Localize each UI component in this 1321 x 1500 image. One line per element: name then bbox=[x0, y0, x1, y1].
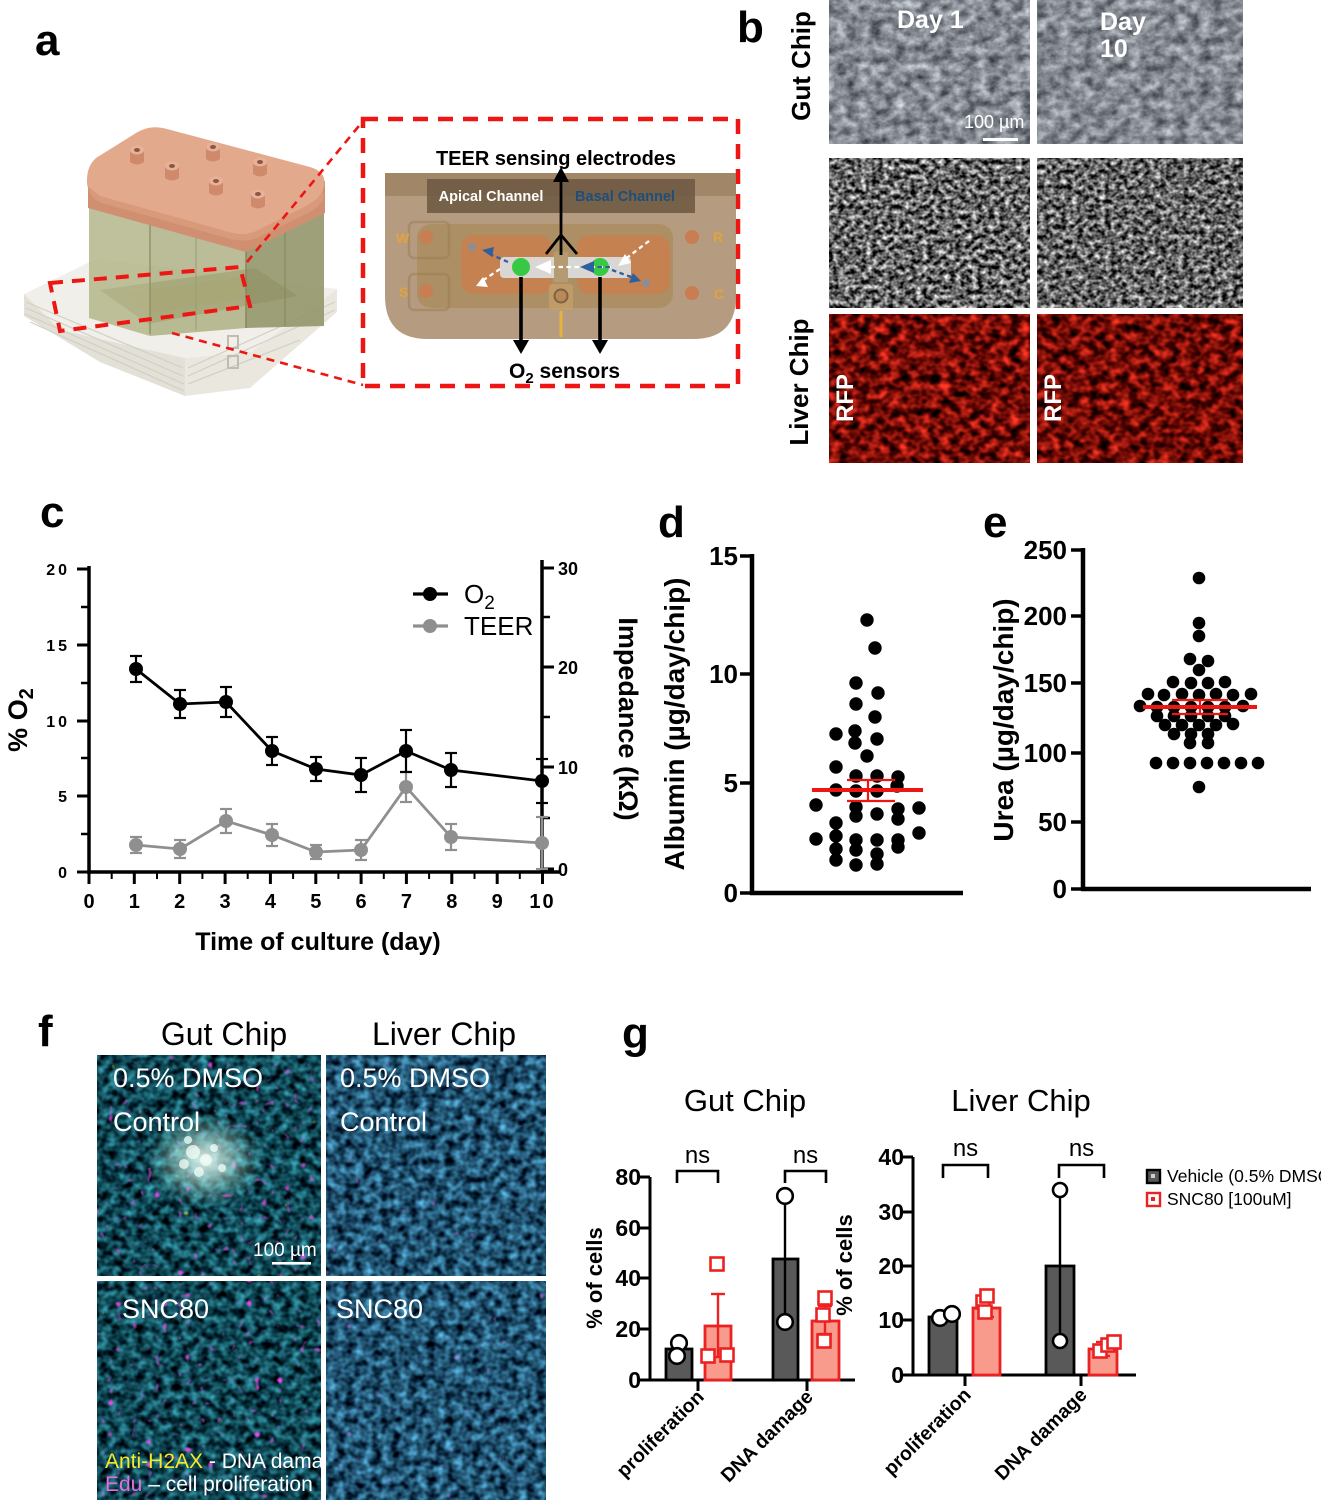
svg-text:% of cells: % of cells bbox=[582, 1227, 607, 1328]
svg-text:W: W bbox=[396, 230, 410, 246]
svg-text:Liver Chip: Liver Chip bbox=[784, 318, 814, 445]
svg-text:60: 60 bbox=[615, 1215, 641, 1241]
svg-text:10: 10 bbox=[1100, 35, 1128, 63]
svg-text:Gut Chip: Gut Chip bbox=[161, 1016, 287, 1052]
svg-text:ns: ns bbox=[685, 1142, 710, 1169]
svg-text:SNC80 [100uM]: SNC80 [100uM] bbox=[1167, 1189, 1292, 1209]
svg-text:0.5% DMSO: 0.5% DMSO bbox=[340, 1063, 490, 1093]
svg-text:R: R bbox=[713, 229, 723, 245]
svg-text:Time of culture (day): Time of culture (day) bbox=[195, 928, 440, 956]
svg-text:g: g bbox=[622, 1009, 649, 1058]
svg-text:c: c bbox=[40, 488, 64, 537]
svg-text:e: e bbox=[983, 498, 1007, 547]
svg-text:ns: ns bbox=[793, 1142, 818, 1169]
svg-text:7: 7 bbox=[401, 891, 412, 913]
svg-text:20: 20 bbox=[878, 1253, 904, 1279]
svg-text:10: 10 bbox=[46, 714, 70, 731]
svg-text:0: 0 bbox=[58, 865, 70, 882]
svg-text:15: 15 bbox=[709, 541, 738, 571]
svg-text:0: 0 bbox=[1053, 874, 1067, 904]
svg-text:Control: Control bbox=[113, 1107, 200, 1137]
svg-text:Vehicle (0.5% DMSO): Vehicle (0.5% DMSO) bbox=[1167, 1166, 1321, 1186]
svg-text:d: d bbox=[658, 498, 685, 547]
svg-text:50: 50 bbox=[1038, 807, 1067, 837]
svg-text:100 µm: 100 µm bbox=[253, 1240, 317, 1261]
svg-text:15: 15 bbox=[46, 638, 70, 655]
svg-text:1: 1 bbox=[129, 891, 140, 913]
svg-text:20: 20 bbox=[558, 658, 578, 678]
svg-text:RFP: RFP bbox=[1040, 374, 1067, 422]
svg-text:10: 10 bbox=[558, 758, 578, 778]
svg-text:% of cells: % of cells bbox=[832, 1214, 857, 1315]
svg-text:10: 10 bbox=[878, 1307, 904, 1333]
svg-text:% O2: % O2 bbox=[3, 688, 38, 752]
svg-text:3: 3 bbox=[220, 891, 231, 913]
svg-text:30: 30 bbox=[558, 559, 578, 579]
svg-text:0: 0 bbox=[558, 860, 568, 880]
svg-text:5: 5 bbox=[58, 789, 70, 806]
svg-text:proliferation: proliferation bbox=[613, 1386, 709, 1482]
svg-text:40: 40 bbox=[878, 1144, 904, 1170]
svg-text:200: 200 bbox=[1024, 601, 1067, 631]
svg-text:0: 0 bbox=[83, 891, 94, 913]
svg-text:Anti-H2AX - DNA dama: Anti-H2AX - DNA dama bbox=[105, 1450, 324, 1473]
svg-text:TEER: TEER bbox=[464, 611, 533, 641]
svg-text:20: 20 bbox=[46, 562, 70, 579]
svg-text:0: 0 bbox=[891, 1362, 904, 1388]
svg-text:Apical Channel: Apical Channel bbox=[439, 189, 544, 205]
svg-text:80: 80 bbox=[615, 1164, 641, 1190]
svg-text:0.5% DMSO: 0.5% DMSO bbox=[113, 1063, 263, 1093]
svg-text:Gut Chip: Gut Chip bbox=[684, 1083, 806, 1118]
svg-text:40: 40 bbox=[615, 1265, 641, 1291]
svg-text:0: 0 bbox=[724, 878, 738, 908]
svg-text:5: 5 bbox=[724, 768, 738, 798]
svg-text:Liver Chip: Liver Chip bbox=[951, 1083, 1091, 1118]
svg-text:0: 0 bbox=[628, 1367, 641, 1393]
svg-text:250: 250 bbox=[1024, 535, 1067, 565]
svg-text:Impedance (kΩ): Impedance (kΩ) bbox=[613, 617, 643, 820]
svg-text:Basal Channel: Basal Channel bbox=[575, 189, 675, 205]
svg-text:100 µm: 100 µm bbox=[964, 112, 1024, 132]
svg-text:S: S bbox=[399, 284, 408, 300]
svg-text:20: 20 bbox=[615, 1316, 641, 1342]
svg-text:TEER sensing electrodes: TEER sensing electrodes bbox=[436, 148, 676, 170]
svg-text:Day: Day bbox=[1100, 8, 1146, 36]
svg-text:100: 100 bbox=[1024, 738, 1067, 768]
svg-text:DNA damage: DNA damage bbox=[717, 1386, 818, 1487]
svg-text:SNC80: SNC80 bbox=[122, 1294, 209, 1324]
svg-text:2: 2 bbox=[174, 891, 185, 913]
svg-text:a: a bbox=[35, 16, 60, 65]
svg-text:Edu – cell proliferation: Edu – cell proliferation bbox=[105, 1473, 313, 1496]
svg-text:f: f bbox=[38, 1007, 53, 1056]
svg-text:proliferation: proliferation bbox=[880, 1384, 976, 1480]
svg-text:5: 5 bbox=[310, 891, 321, 913]
svg-text:Control: Control bbox=[340, 1107, 427, 1137]
svg-text:10: 10 bbox=[529, 891, 555, 913]
svg-text:4: 4 bbox=[265, 891, 277, 913]
svg-text:30: 30 bbox=[878, 1199, 904, 1225]
svg-text:Urea (µg/day/chip): Urea (µg/day/chip) bbox=[988, 598, 1019, 841]
svg-text:O2 sensors: O2 sensors bbox=[509, 360, 620, 387]
svg-text:C: C bbox=[714, 286, 724, 302]
svg-text:Gut Chip: Gut Chip bbox=[786, 11, 816, 121]
svg-text:150: 150 bbox=[1024, 668, 1067, 698]
svg-text:ns: ns bbox=[953, 1135, 978, 1162]
svg-text:9: 9 bbox=[492, 891, 503, 913]
svg-text:b: b bbox=[737, 3, 764, 52]
svg-text:RFP: RFP bbox=[832, 374, 859, 422]
svg-text:Day 1: Day 1 bbox=[897, 6, 964, 34]
svg-text:SNC80: SNC80 bbox=[336, 1294, 423, 1324]
svg-text:8: 8 bbox=[446, 891, 457, 913]
svg-text:Albumin (µg/day/chip): Albumin (µg/day/chip) bbox=[659, 577, 690, 870]
svg-text:ns: ns bbox=[1069, 1135, 1094, 1162]
svg-text:O2: O2 bbox=[464, 579, 495, 614]
svg-text:10: 10 bbox=[709, 659, 738, 689]
svg-text:6: 6 bbox=[356, 891, 367, 913]
svg-text:Liver Chip: Liver Chip bbox=[372, 1016, 516, 1052]
svg-text:DNA damage: DNA damage bbox=[991, 1384, 1092, 1485]
